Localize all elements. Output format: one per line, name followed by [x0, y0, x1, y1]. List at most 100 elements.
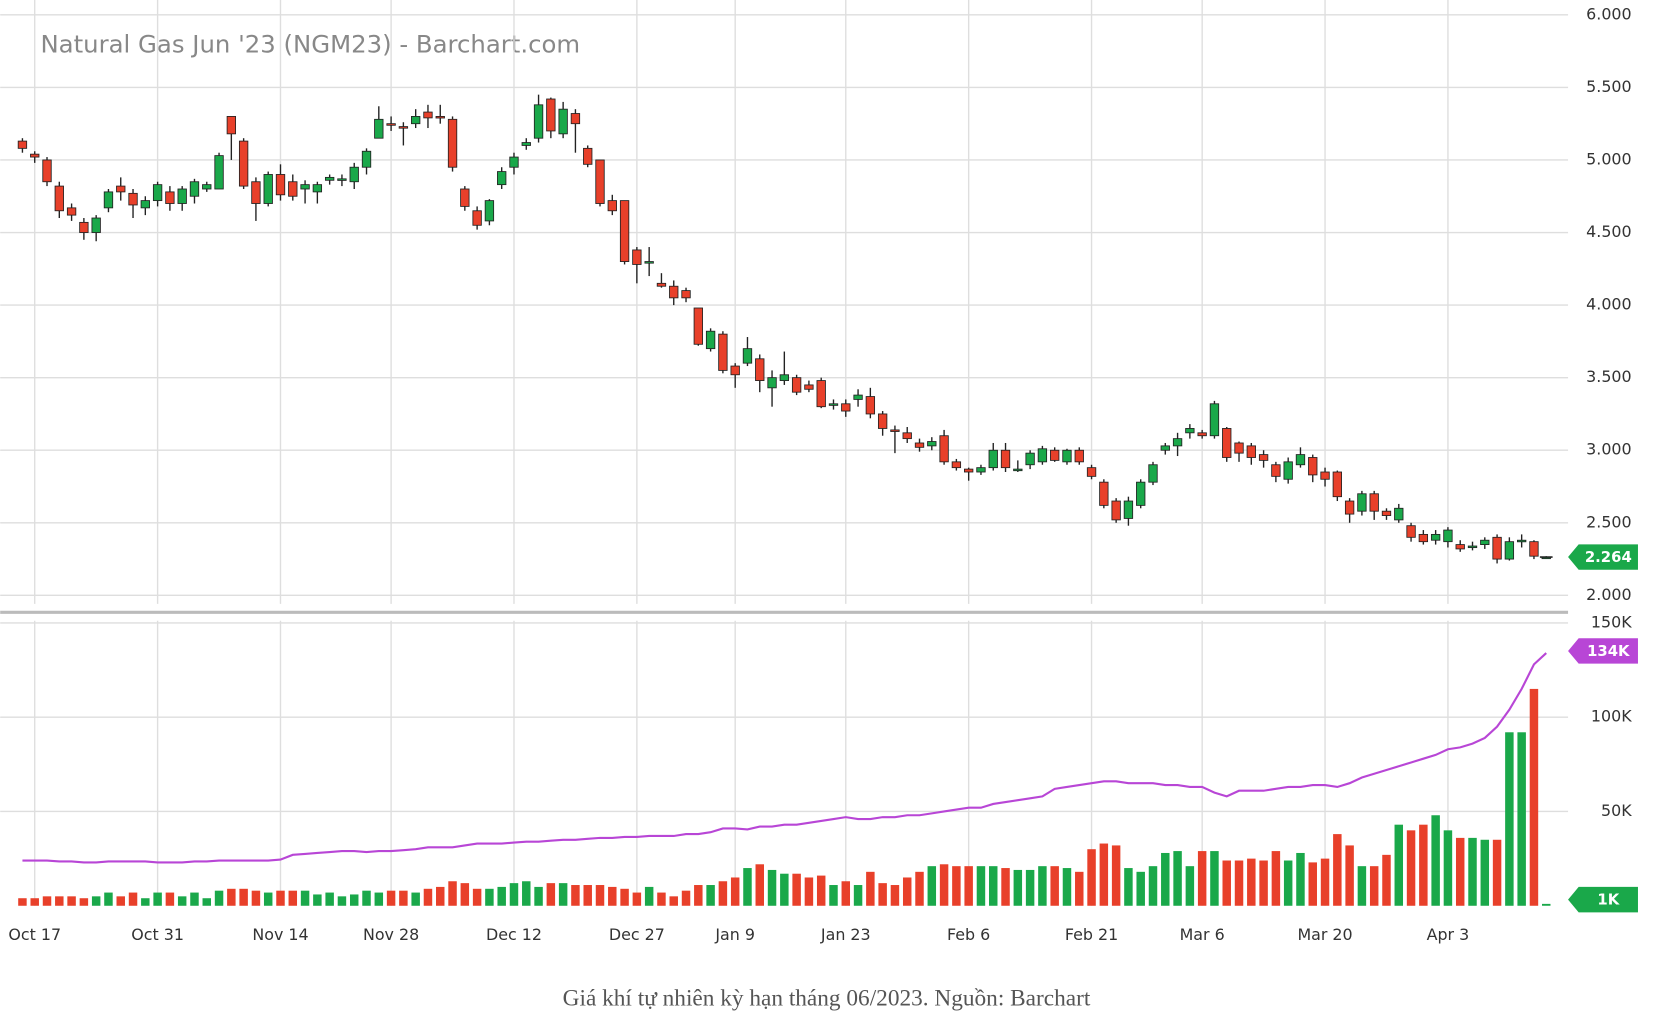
- candle-body: [927, 441, 937, 447]
- candle-body: [914, 442, 925, 448]
- y-tick-label: 4.000: [1586, 295, 1631, 314]
- candle-body: [472, 210, 482, 226]
- candle-body: [288, 181, 298, 197]
- volume-bar: [1234, 860, 1244, 906]
- candle-body: [1295, 454, 1306, 466]
- volume-bar: [67, 896, 76, 906]
- volume-bar: [952, 866, 961, 906]
- volume-bar: [829, 885, 838, 906]
- volume-bar: [128, 892, 138, 906]
- volume-bar: [1431, 815, 1440, 906]
- candle-body: [275, 174, 286, 196]
- candle-body: [1357, 493, 1367, 512]
- volume-bar: [423, 888, 433, 906]
- volume-bar: [239, 888, 248, 906]
- candle-body: [30, 153, 40, 158]
- volume-bar: [1406, 830, 1416, 906]
- volume-bar: [1050, 866, 1059, 906]
- y2-tick-label: 50K: [1601, 801, 1632, 820]
- candle-body: [66, 207, 77, 216]
- candle-body: [988, 449, 998, 469]
- volume-bar: [1468, 837, 1477, 906]
- candle-body: [1025, 452, 1035, 466]
- volume-last-tag: [1568, 886, 1638, 913]
- candle-body: [202, 184, 212, 190]
- candle-body: [644, 261, 654, 264]
- y2-tick-label: 150K: [1591, 612, 1632, 631]
- y-tick-label: 5.500: [1586, 77, 1631, 96]
- volume-bar: [288, 890, 298, 906]
- volume-bar: [104, 892, 113, 906]
- candle-body: [251, 181, 261, 204]
- candle-body: [337, 178, 347, 181]
- volume-bar: [866, 871, 875, 906]
- candle-body: [484, 200, 495, 222]
- candle-body: [939, 435, 949, 463]
- volume-bar: [915, 871, 924, 906]
- volume-bar: [411, 892, 420, 906]
- caption: Giá khí tự nhiên kỳ hạn tháng 06/2023. N…: [563, 985, 1091, 1011]
- volume-bar: [816, 875, 826, 906]
- volume-bar: [177, 896, 187, 906]
- candle-body: [1037, 448, 1048, 463]
- x-tick-label: Feb 21: [1065, 925, 1118, 944]
- candle-body: [755, 358, 765, 381]
- volume-bar: [165, 892, 175, 906]
- volume-bar: [1517, 732, 1526, 906]
- y-tick-label: 5.000: [1586, 149, 1631, 168]
- candle-body: [976, 467, 986, 473]
- x-tick-label: Dec 27: [609, 925, 665, 944]
- candle-body: [1197, 432, 1207, 437]
- candle-body: [1209, 403, 1220, 437]
- candle-body: [509, 156, 519, 168]
- candle-body: [460, 188, 470, 207]
- candle-body: [1381, 510, 1392, 516]
- x-tick-label: Nov 14: [252, 925, 308, 944]
- candle-body: [619, 200, 630, 262]
- candle-body: [1123, 500, 1134, 519]
- volume-bar: [337, 896, 347, 906]
- volume-bar: [509, 883, 519, 906]
- volume-bar: [1222, 860, 1231, 906]
- volume-bar: [878, 883, 887, 906]
- y2-tick-label: 100K: [1591, 707, 1632, 726]
- volume-bar: [804, 877, 814, 906]
- volume-bar: [1394, 824, 1404, 906]
- volume-bar: [362, 890, 371, 906]
- candle-body: [1160, 445, 1170, 451]
- volume-bar: [780, 873, 789, 906]
- volume-bar: [1148, 866, 1158, 906]
- candle-body: [570, 113, 581, 125]
- volume-bar: [141, 898, 150, 906]
- volume-bar: [989, 866, 998, 906]
- volume-bar: [1197, 851, 1207, 906]
- volume-bar: [1111, 845, 1121, 906]
- candle-body: [1320, 471, 1330, 480]
- volume-bar: [976, 866, 986, 906]
- volume-bar: [1419, 824, 1428, 906]
- volume-bar: [1480, 839, 1490, 906]
- x-tick-label: Oct 17: [8, 925, 61, 944]
- volume-bar: [927, 866, 937, 906]
- candle-body: [1517, 539, 1527, 543]
- candle-body: [1430, 533, 1441, 541]
- candle-body: [583, 147, 593, 165]
- volume-bar: [718, 881, 728, 906]
- candle-body: [816, 380, 826, 408]
- volume-bar: [91, 896, 101, 906]
- volume-bar: [1099, 843, 1109, 906]
- volume-bar: [841, 881, 851, 906]
- volume-bar: [1161, 852, 1170, 906]
- candle-body: [1050, 449, 1060, 461]
- candle-body: [693, 307, 703, 345]
- x-tick-label: Nov 28: [363, 925, 419, 944]
- candle-body: [841, 403, 851, 412]
- candle-body: [767, 377, 777, 389]
- volume-bar: [214, 890, 224, 906]
- candle-body: [1246, 445, 1256, 458]
- candle-body: [791, 377, 802, 393]
- candle-body: [705, 330, 716, 350]
- volume-bar: [1369, 866, 1379, 906]
- volume-bar: [620, 888, 629, 906]
- volume-bar: [1247, 858, 1256, 906]
